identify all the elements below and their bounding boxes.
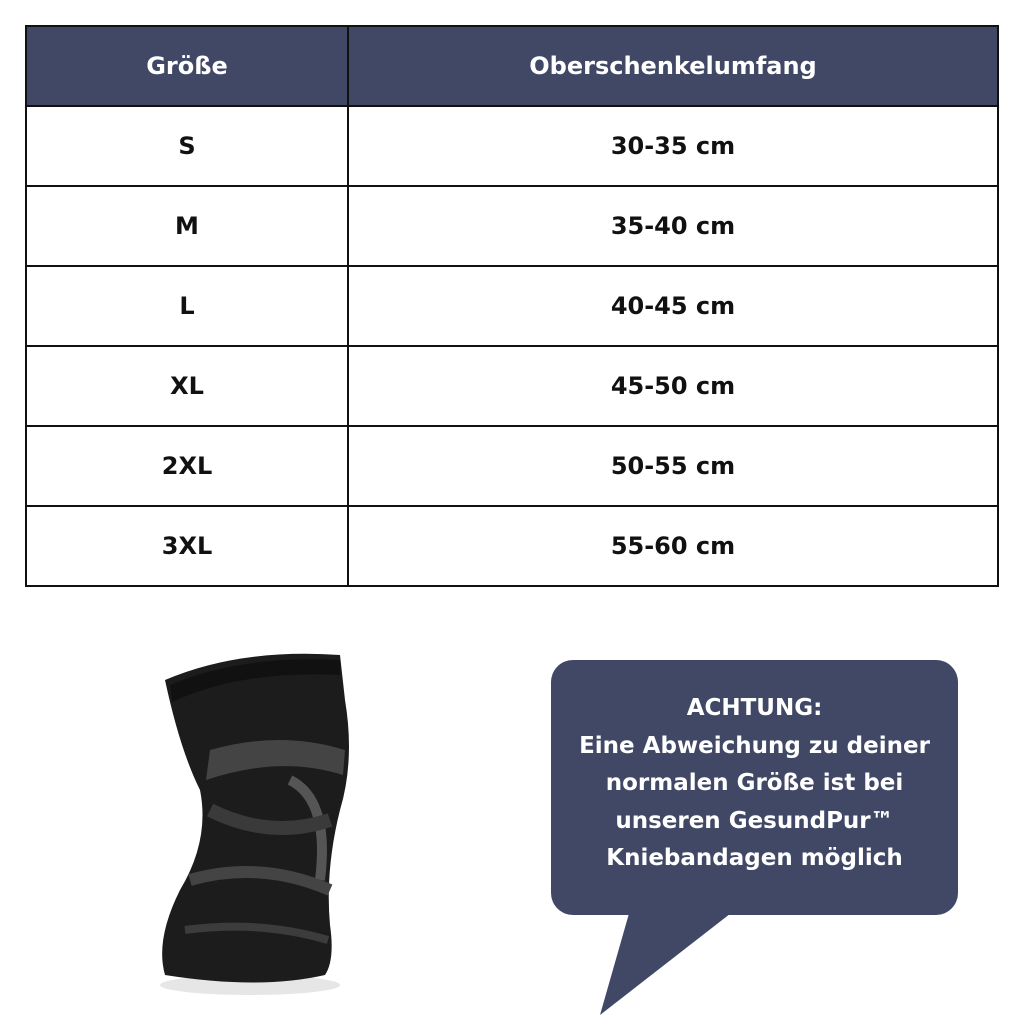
range-cell: 30-35 cm — [347, 105, 999, 187]
range-cell: 45-50 cm — [347, 345, 999, 427]
range-cell: 35-40 cm — [347, 185, 999, 267]
header-thigh-circumference: Oberschenkelumfang — [347, 25, 999, 107]
size-cell: 2XL — [25, 425, 349, 507]
table-header-row: Größe Oberschenkelumfang — [25, 25, 999, 107]
table-row: 3XL 55-60 cm — [25, 505, 999, 587]
table-row: S 30-35 cm — [25, 105, 999, 187]
size-cell: M — [25, 185, 349, 267]
size-cell: L — [25, 265, 349, 347]
header-size: Größe — [25, 25, 349, 107]
range-cell: 50-55 cm — [347, 425, 999, 507]
size-cell: XL — [25, 345, 349, 427]
size-cell: 3XL — [25, 505, 349, 587]
size-cell: S — [25, 105, 349, 187]
notice-line: unseren GesundPur™ — [615, 807, 894, 834]
notice-line: normalen Größe ist bei — [605, 770, 904, 796]
notice-line: Eine Abweichung zu deiner — [579, 732, 930, 759]
size-deviation-notice: ACHTUNG: Eine Abweichung zu deiner norma… — [551, 690, 958, 878]
knee-brace-image — [160, 653, 349, 995]
table-row: 2XL 50-55 cm — [25, 425, 999, 507]
size-chart-table: Größe Oberschenkelumfang S 30-35 cm M 35-4… — [25, 25, 999, 587]
range-cell: 40-45 cm — [347, 265, 999, 347]
table-row: M 35-40 cm — [25, 185, 999, 267]
notice-heading: ACHTUNG: — [686, 695, 823, 721]
table-row: L 40-45 cm — [25, 265, 999, 347]
table-row: XL 45-50 cm — [25, 345, 999, 427]
range-cell: 55-60 cm — [347, 505, 999, 587]
notice-line: Kniebandagen möglich — [606, 845, 903, 871]
speech-bubble — [551, 660, 958, 1015]
